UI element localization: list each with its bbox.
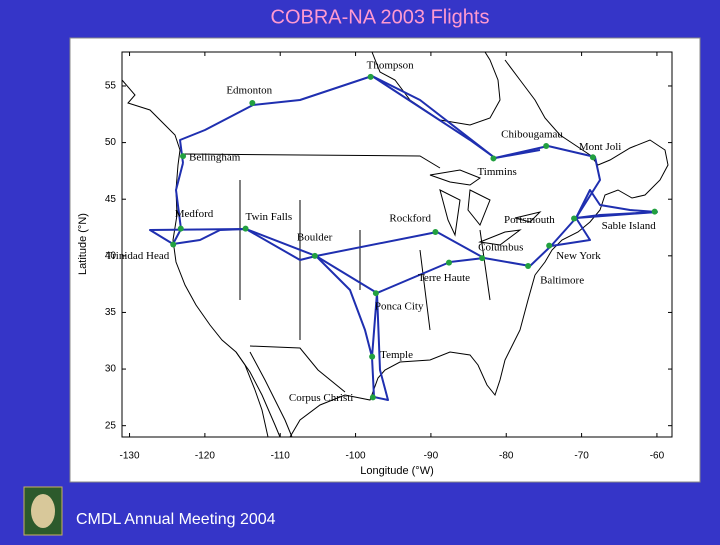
site: [177, 225, 184, 232]
great-lakes: [429, 169, 542, 246]
y-tick-label: 35: [105, 307, 117, 318]
y-axis-label: Latitude (°N): [77, 213, 89, 275]
footer: CMDL Annual Meeting 2004: [76, 511, 276, 528]
x-tick-label: -130: [120, 451, 140, 462]
site: [311, 252, 318, 259]
y-tick-label: 25: [105, 420, 117, 431]
site: [242, 225, 249, 232]
site: [170, 241, 177, 248]
flight-track: [172, 228, 373, 358]
x-tick-label: -110: [271, 451, 291, 462]
site: [445, 259, 452, 266]
site-label: Mont Joli: [579, 141, 621, 153]
site: [490, 155, 497, 162]
x-tick-label: -80: [499, 451, 514, 462]
site: [546, 242, 553, 249]
site: [249, 99, 256, 106]
site-label: Baltimore: [540, 275, 584, 287]
x-tick-label: -100: [346, 451, 366, 462]
logo-emblem: [31, 494, 55, 528]
site-label: Corpus Christi: [289, 392, 353, 404]
site-label: New York: [556, 250, 601, 262]
site: [571, 215, 578, 222]
site-label: Edmonton: [226, 84, 272, 96]
site-label: Boulder: [297, 231, 333, 243]
flight-track: [371, 75, 541, 159]
x-tick-label: -70: [574, 451, 589, 462]
map-outlines: [121, 51, 669, 438]
site-label: Rockford: [389, 213, 431, 225]
site-label: Columbus: [478, 242, 523, 254]
site-label: Trinidad Head: [106, 250, 170, 262]
site-label: Twin Falls: [246, 211, 293, 223]
y-tick-label: 55: [105, 81, 117, 92]
x-axis-label: Longitude (°W): [360, 465, 434, 477]
site: [589, 154, 596, 161]
x-tick-label: -60: [650, 451, 665, 462]
site: [543, 142, 550, 149]
site: [651, 208, 658, 215]
site: [369, 353, 376, 360]
baja: [235, 351, 293, 438]
site-label: Portsmouth: [504, 214, 555, 226]
gulf-coast: [289, 274, 536, 438]
site: [432, 229, 439, 236]
site: [180, 153, 187, 160]
x-tick-label: -90: [424, 451, 439, 462]
site: [372, 290, 379, 297]
site: [479, 255, 486, 262]
flight-track: [315, 255, 485, 401]
axes-box: [121, 51, 673, 438]
y-tick-label: 30: [105, 364, 117, 375]
site: [367, 73, 374, 80]
y-tick-label: 40: [105, 250, 117, 261]
slide-title: COBRA-NA 2003 Flights: [271, 6, 490, 28]
site-label: Bellingham: [189, 152, 241, 164]
site-label: Thompson: [367, 59, 415, 71]
site-label: Chibougamau: [501, 129, 563, 141]
x-tick-label: -120: [195, 451, 215, 462]
site-label: Terre Haute: [418, 272, 470, 284]
border-lines: [182, 153, 491, 393]
site: [369, 394, 376, 401]
site-label: Sable Island: [602, 220, 657, 232]
site-label: Medford: [175, 208, 214, 220]
flight-track: [179, 75, 601, 219]
east-coast: [504, 59, 669, 276]
y-tick-label: 50: [105, 137, 117, 148]
site: [525, 263, 532, 270]
site-label: Ponca City: [375, 301, 424, 313]
hudson-bay: [371, 51, 501, 126]
y-tick-label: 45: [105, 194, 117, 205]
site-label: Timmins: [477, 166, 516, 178]
site-label: Temple: [380, 349, 413, 361]
plot-frame: [69, 37, 701, 483]
